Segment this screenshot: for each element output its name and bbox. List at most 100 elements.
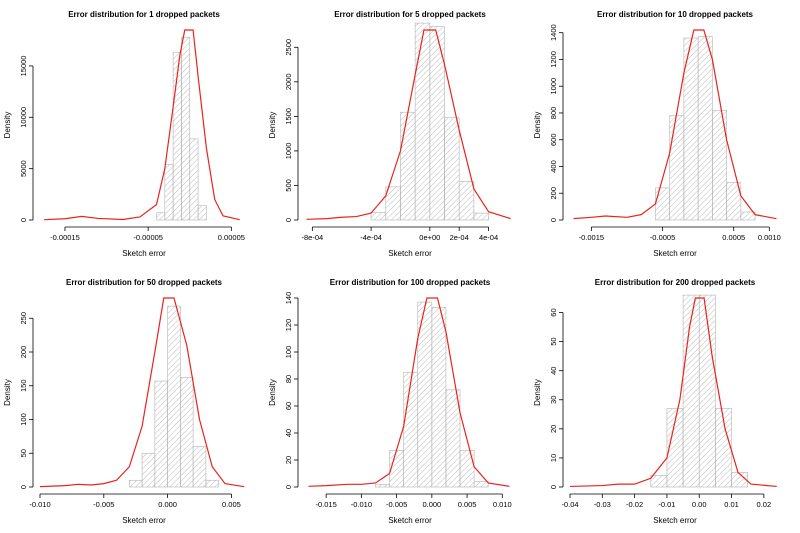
chart-panel: -0.015 -0.010 -0.005 0.000 0.005 0.010 0 20 40 60… <box>268 278 512 525</box>
y-tick-label: 0 <box>284 218 293 222</box>
x-tick-label: -0.010 <box>29 500 50 509</box>
x-tick-label: 0.000 <box>422 500 441 509</box>
x-tick-label: 0.00 <box>692 500 707 509</box>
x-tick-label: 0.010 <box>493 500 512 509</box>
density-curve <box>306 29 511 220</box>
x-tick-label: 0.005 <box>222 500 241 509</box>
y-axis-label: Density <box>3 112 12 139</box>
x-axis-label: Sketch error <box>388 516 432 525</box>
y-tick-label: 0 <box>549 485 558 489</box>
x-tick-label: 0.005 <box>458 500 477 509</box>
y-tick-label: 60 <box>549 308 558 316</box>
chart-title: Error distribution for 10 dropped packet… <box>597 10 754 19</box>
y-tick-label: 1500 <box>284 108 293 125</box>
histogram-bar <box>375 483 390 488</box>
x-tick-label: -0.00015 <box>50 233 80 242</box>
histogram-bar <box>459 450 475 488</box>
x-tick-label: -0.01 <box>658 500 675 509</box>
y-tick-label: 1000 <box>284 143 293 160</box>
chart-title: Error distribution for 5 dropped packets <box>334 10 486 19</box>
histogram-bar <box>473 212 489 221</box>
x-tick-label: -0.005 <box>386 500 407 509</box>
y-tick-label: 100 <box>284 346 293 359</box>
chart-panel: -8e-04 -4e-04 0e+00 2e-04 4e-04 0 500 1000 1500 2… <box>268 10 511 258</box>
histogram-bar <box>156 212 166 221</box>
x-tick-label: -0.0005 <box>650 233 675 242</box>
y-tick-label: 100 <box>19 413 28 426</box>
y-tick-label: 30 <box>549 396 558 404</box>
y-tick-label: 1200 <box>549 51 558 68</box>
y-tick-label: 40 <box>284 429 293 437</box>
histogram-bar <box>697 36 713 221</box>
x-tick-label: -0.0015 <box>579 233 604 242</box>
x-tick-label: -4e-04 <box>360 233 382 242</box>
histogram-bar <box>141 452 156 488</box>
histogram-bar <box>189 138 199 221</box>
chart-title: Error distribution for 100 dropped packe… <box>330 278 491 287</box>
y-tick-label: 500 <box>284 179 293 192</box>
histogram-bar <box>400 111 416 221</box>
y-tick-label: 600 <box>549 133 558 146</box>
x-axis-label: Sketch error <box>122 516 166 525</box>
x-tick-label: -0.03 <box>594 500 611 509</box>
x-tick-label: 4e-04 <box>479 233 498 242</box>
y-tick-label: 0 <box>19 485 28 489</box>
x-tick-label: 0.01 <box>724 500 739 509</box>
x-axis-label: Sketch error <box>122 249 166 258</box>
histogram-bar <box>181 36 191 221</box>
x-tick-label: 2e-04 <box>450 233 469 242</box>
y-tick-label: 80 <box>284 375 293 383</box>
histogram-bar <box>370 212 387 221</box>
x-tick-label: 0.0010 <box>758 233 781 242</box>
chart-title: Error distribution for 200 dropped packe… <box>595 278 756 287</box>
x-tick-label: -0.02 <box>626 500 643 509</box>
y-tick-label: 50 <box>19 449 28 457</box>
histogram-bar <box>698 294 716 488</box>
y-tick-label: 0 <box>284 485 293 489</box>
histogram-bar <box>740 211 756 221</box>
density-curve <box>569 297 777 488</box>
histogram-bar <box>682 294 700 488</box>
density-curve <box>573 29 777 220</box>
y-axis-label: Density <box>3 379 12 406</box>
x-tick-label: 0e+00 <box>419 233 440 242</box>
histogram-bar <box>444 117 460 221</box>
y-tick-label: 800 <box>549 107 558 120</box>
y-tick-label: 50 <box>549 337 558 345</box>
histogram-bar <box>129 479 143 488</box>
y-axis-label: Density <box>533 112 542 139</box>
y-tick-label: 0 <box>549 218 558 222</box>
y-tick-label: 15000 <box>19 56 28 77</box>
histogram-bar <box>205 479 219 488</box>
density-curve <box>308 297 510 487</box>
x-axis-label: Sketch error <box>653 249 697 258</box>
y-tick-label: 150 <box>19 379 28 392</box>
chart-panel: -0.04 -0.03 -0.02 -0.01 0.00 0.01 0.02 0 10 20 30 4… <box>533 278 777 525</box>
y-tick-label: 40 <box>549 367 558 375</box>
histogram-bar <box>385 186 401 221</box>
chart-panel: -0.0015 -0.0005 0.0005 0.0010 0 200 400 600 800 1… <box>533 10 781 258</box>
y-tick-label: 1000 <box>549 78 558 95</box>
chart-title: Error distribution for 50 dropped packet… <box>66 278 223 287</box>
histogram-bar <box>154 380 168 488</box>
histogram-bar <box>712 109 727 221</box>
x-tick-label: 0.000 <box>158 500 177 509</box>
y-tick-label: 0 <box>19 218 28 222</box>
histogram-bar <box>167 305 181 488</box>
y-tick-label: 140 <box>284 292 293 305</box>
histogram-bar <box>192 446 207 488</box>
histogram-bar <box>715 408 732 488</box>
y-tick-label: 250 <box>19 312 28 325</box>
histogram-bar <box>458 181 475 221</box>
histogram-bar <box>726 182 742 221</box>
x-tick-label: -8e-04 <box>301 233 323 242</box>
x-tick-label: 0.00005 <box>218 233 245 242</box>
chart-panel: -0.00015 -0.00005 0.00005 0 5000 10000 15000 Er… <box>3 10 245 258</box>
x-tick-label: 0.02 <box>757 500 772 509</box>
histogram-bar <box>655 187 670 221</box>
histogram-bar <box>164 164 174 221</box>
x-tick-label: -0.015 <box>316 500 337 509</box>
density-curve <box>44 29 240 221</box>
y-tick-label: 2500 <box>284 39 293 56</box>
